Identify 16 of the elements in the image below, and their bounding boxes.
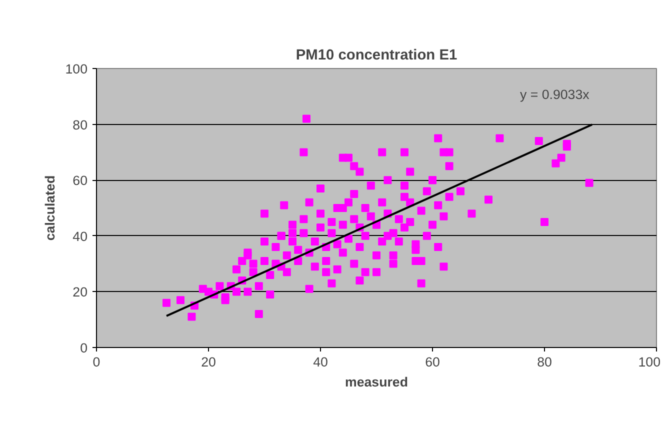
y-tick-label: 40	[72, 228, 88, 244]
x-tick-label: 40	[313, 354, 328, 370]
y-tick-label: 100	[65, 62, 88, 76]
x-tick-label: 80	[537, 354, 552, 370]
y-tick-label: 80	[72, 117, 88, 132]
y-tick-label: 20	[72, 284, 88, 300]
chart-title: PM10 concentration E1	[296, 48, 458, 64]
x-tick-label: 20	[201, 354, 216, 370]
x-axis-title: measured	[345, 374, 408, 390]
y-axis-title: calculated	[42, 175, 58, 241]
y-tick-label: 60	[72, 173, 88, 188]
x-tick-label: 60	[425, 354, 440, 370]
annotation: y = 0.9033x	[520, 86, 590, 102]
x-tick-label: 100	[638, 354, 661, 370]
x-tick-label: 0	[92, 354, 100, 370]
y-tick-label: 0	[80, 340, 88, 356]
